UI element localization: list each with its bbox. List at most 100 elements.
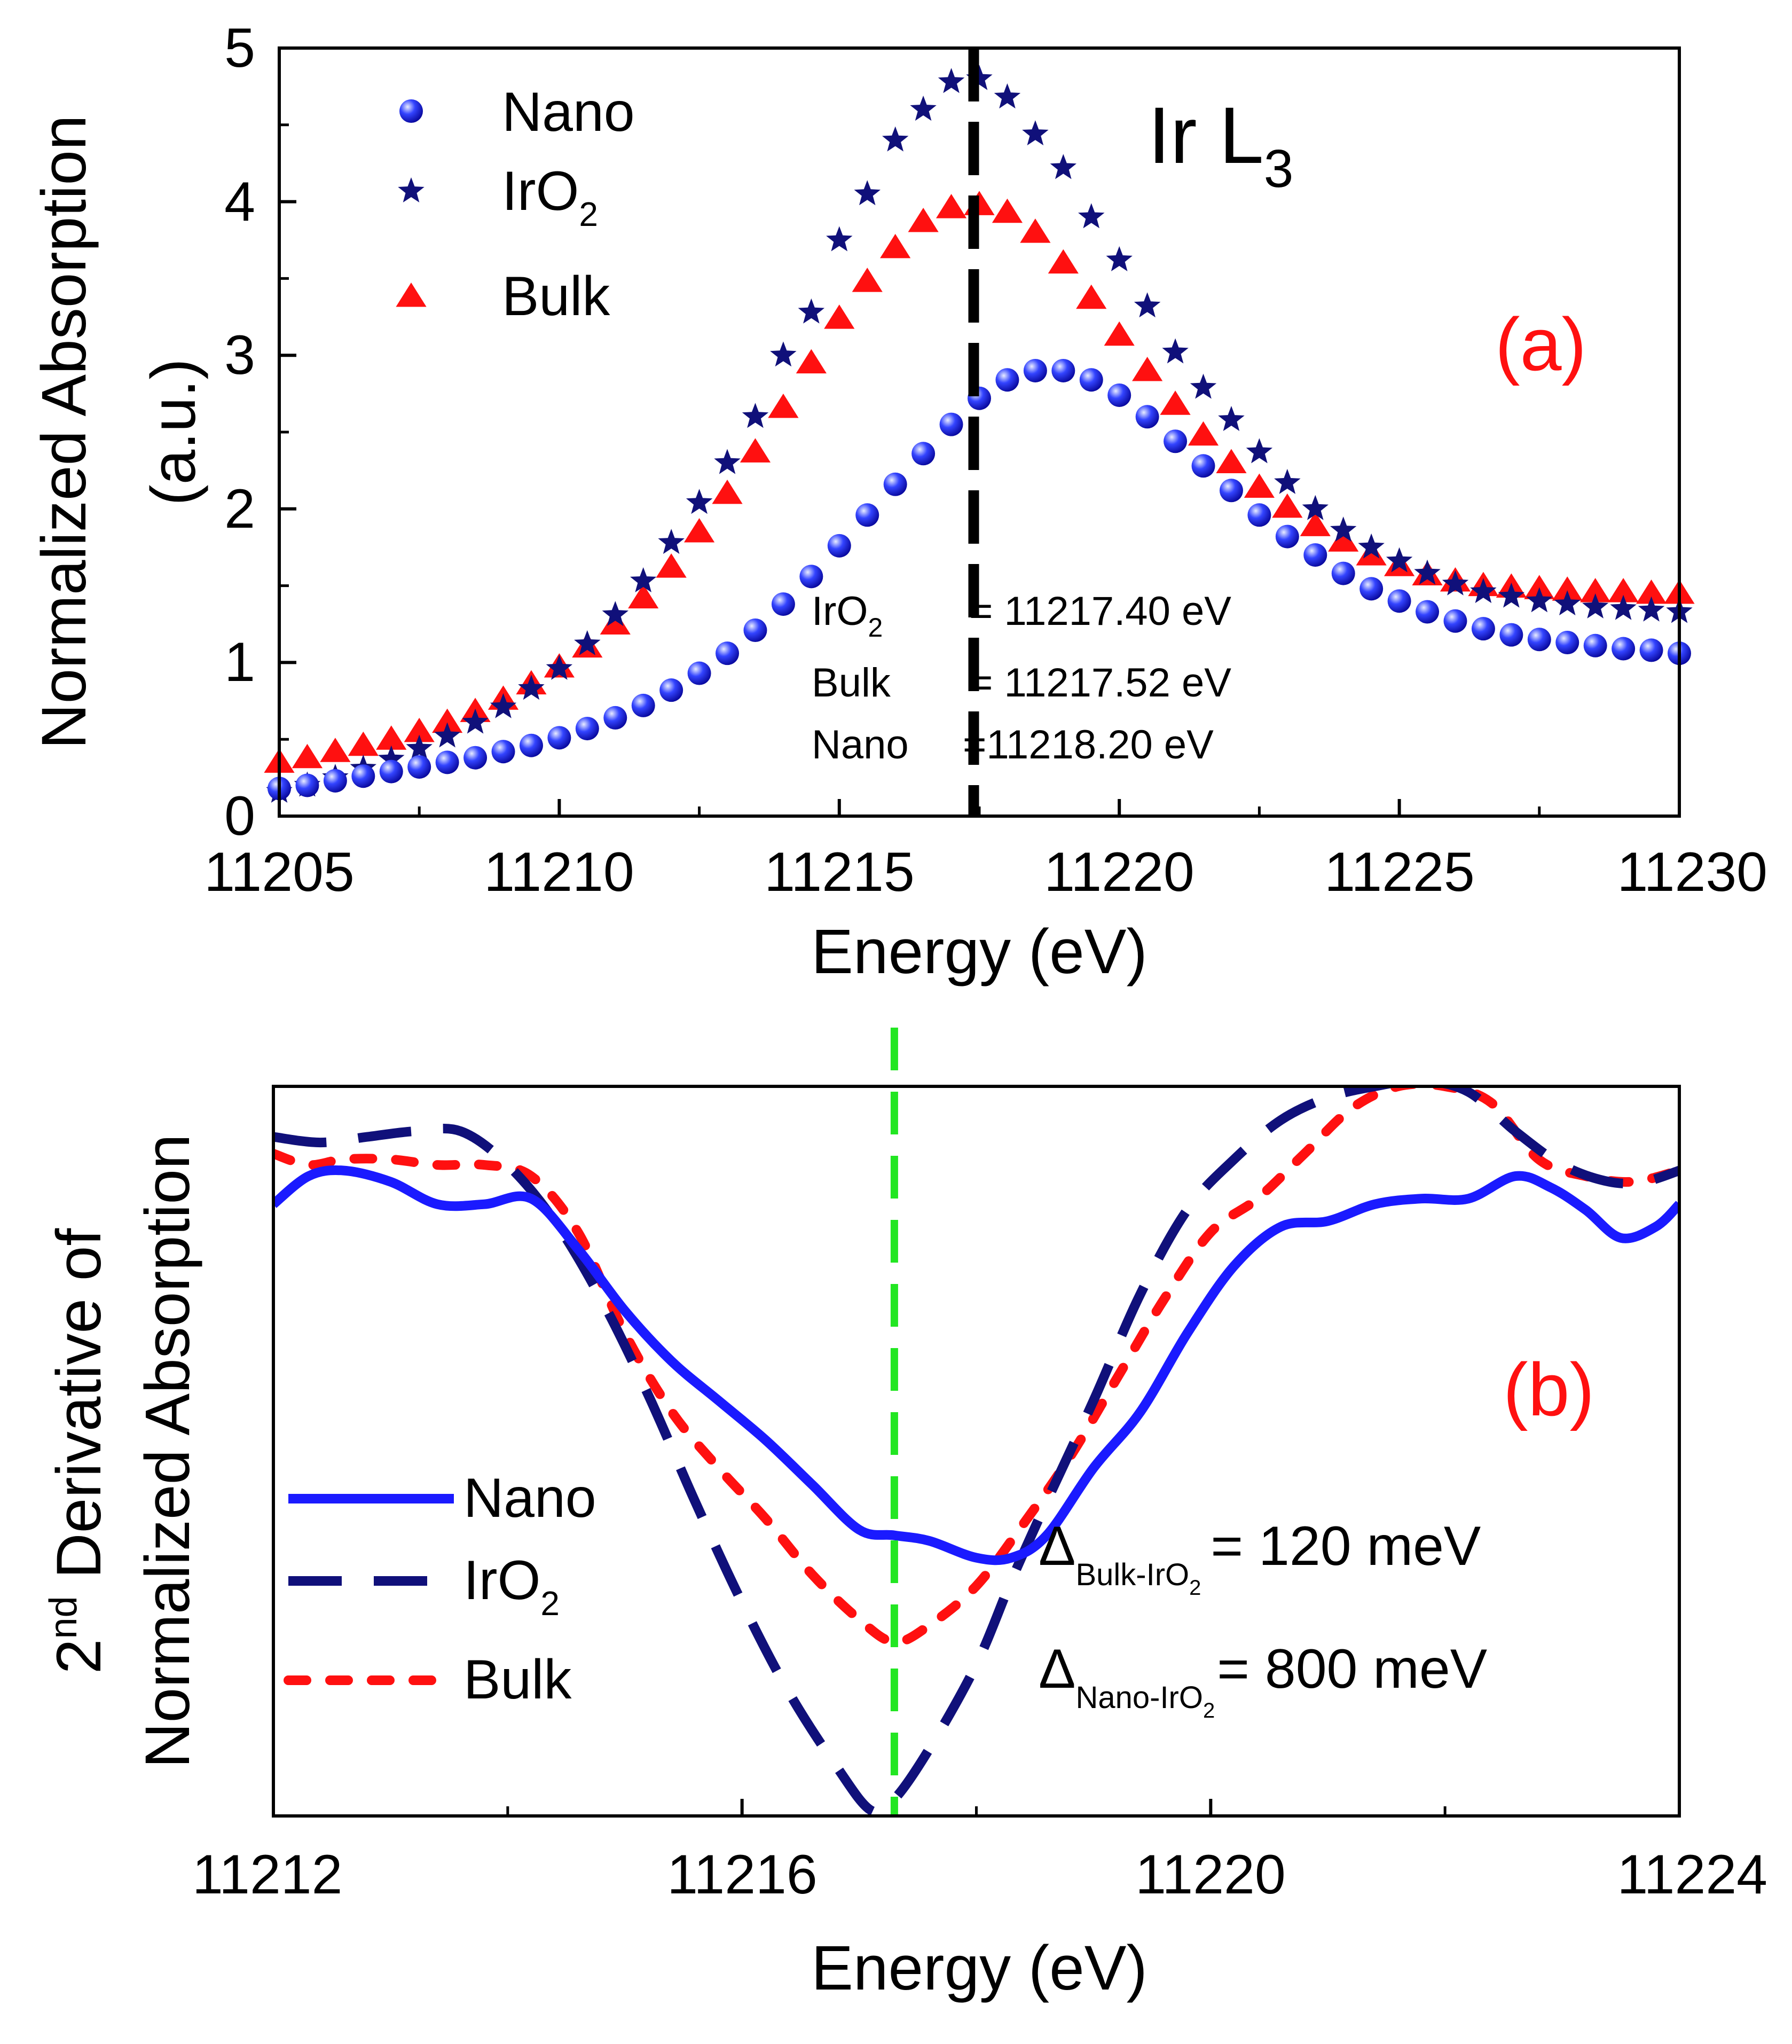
data-point-nano — [1219, 479, 1243, 503]
panel-a-legend-label-iro2: IrO2 — [502, 160, 598, 233]
panel-a-xtick-label: 11205 — [204, 841, 354, 903]
data-point-iro2 — [798, 298, 825, 324]
panel-b-legend-label-iro2: IrO2 — [463, 1549, 560, 1623]
data-point-nano — [1359, 577, 1384, 601]
data-point-bulk — [1552, 576, 1583, 601]
data-point-nano — [1639, 638, 1663, 662]
data-point-nano — [659, 678, 683, 702]
data-point-bulk — [656, 553, 687, 578]
data-point-nano — [799, 565, 823, 589]
data-point-bulk — [292, 743, 323, 769]
data-point-bulk — [404, 717, 435, 742]
data-point-nano — [463, 746, 488, 770]
series-line-bulk — [273, 1086, 1679, 1647]
anno-delta-symbol: Δ — [1039, 1638, 1075, 1700]
data-point-iro2 — [1610, 594, 1637, 620]
panel-b-yaxis-title: 2nd Derivative of — [42, 1228, 114, 1674]
data-point-nano — [743, 618, 767, 643]
data-point-iro2 — [1330, 516, 1357, 542]
panel-a-xtick-label: 11210 — [484, 841, 634, 903]
data-point-nano — [855, 503, 879, 527]
anno-iro2-label-base: IrO — [812, 589, 868, 634]
data-point-iro2 — [1162, 338, 1189, 364]
data-point-iro2 — [1582, 593, 1609, 618]
data-point-iro2 — [938, 68, 965, 93]
data-point-iro2 — [1218, 406, 1245, 431]
panel-a-ytick-label: 4 — [224, 171, 255, 233]
data-point-iro2 — [658, 529, 685, 554]
data-point-iro2 — [490, 693, 517, 718]
data-point-bulk — [1608, 578, 1639, 602]
data-point-iro2 — [1442, 570, 1469, 596]
data-point-bulk — [796, 349, 827, 374]
data-point-nano — [351, 764, 375, 788]
data-point-iro2 — [1050, 154, 1076, 179]
data-point-iro2 — [1022, 120, 1049, 146]
data-point-nano — [435, 750, 459, 774]
data-point-bulk — [628, 584, 659, 609]
panel-a-ytick-label: 0 — [224, 785, 255, 847]
anno-bulk-label: Bulk — [812, 660, 891, 706]
panel-b-ytitle-superscript: nd — [42, 1596, 85, 1639]
data-point-nano — [827, 534, 851, 558]
data-point-nano — [379, 759, 403, 784]
panel-a-title-subscript: 3 — [1264, 139, 1294, 199]
panel-a-legend: Nano IrO2 Bulk — [396, 81, 635, 327]
panel-a-ytick-label: 2 — [224, 478, 255, 540]
panel-a-edge-annotations: IrO2 = 11217.40 eV Bulk = 11217.52 eV Na… — [812, 589, 1231, 768]
data-point-nano — [1303, 543, 1327, 567]
panel-a-ytick-label: 1 — [224, 631, 255, 693]
anno-iro2-label: IrO2 — [812, 589, 883, 643]
data-point-nano — [1191, 454, 1215, 478]
data-point-nano — [323, 769, 347, 793]
data-point-bulk — [1076, 284, 1107, 309]
data-point-iro2 — [602, 601, 628, 626]
data-point-bulk — [936, 194, 967, 218]
panel-a-xtick-label: 11230 — [1617, 841, 1767, 903]
data-point-iro2 — [434, 722, 461, 748]
data-point-bulk — [348, 731, 379, 756]
panel-b-lines — [273, 1086, 1679, 1816]
data-point-bulk — [1328, 527, 1359, 552]
panel-a-ytick-label: 5 — [224, 17, 255, 79]
data-point-nano — [1499, 623, 1523, 647]
data-point-bulk — [1132, 356, 1163, 381]
data-point-nano — [603, 706, 627, 730]
data-point-nano — [939, 412, 963, 436]
data-point-bulk — [908, 207, 939, 232]
data-point-iro2 — [686, 489, 713, 514]
anno-delta-bulk-iro2: ΔBulk-IrO2 = 120 meV — [1039, 1515, 1481, 1600]
data-point-iro2 — [378, 745, 405, 771]
data-point-iro2 — [1190, 373, 1217, 399]
panel-b-label: (b) — [1503, 1348, 1594, 1431]
data-point-nano — [295, 773, 319, 797]
data-point-bulk — [768, 393, 799, 418]
data-point-nano — [771, 592, 795, 616]
data-point-iro2 — [854, 180, 881, 206]
data-point-nano — [1555, 631, 1579, 655]
legend-label-iro2-base: IrO — [502, 160, 579, 222]
anno-delta-value: = 120 meV — [1211, 1515, 1481, 1577]
data-point-bulk — [1356, 541, 1387, 566]
anno-nano-label: Nano — [812, 722, 909, 768]
panel-a-xtick-label: 11220 — [1044, 841, 1194, 903]
data-point-nano — [1443, 609, 1467, 633]
data-point-bulk — [1580, 578, 1611, 602]
data-point-iro2 — [966, 65, 993, 90]
data-point-iro2 — [518, 675, 545, 700]
data-point-bulk — [1272, 493, 1303, 518]
anno-delta-symbol: Δ — [1039, 1515, 1075, 1577]
data-point-iro2 — [406, 734, 433, 760]
legend-marker-nano — [399, 99, 423, 123]
panel-a: 0 1 2 3 4 5 11205 11210 11215 11220 1122… — [29, 17, 1767, 987]
data-point-nano — [716, 641, 740, 665]
data-point-nano — [995, 368, 1019, 392]
anno-iro2-value: = 11217.40 eV — [969, 589, 1231, 634]
panel-a-legend-markers — [396, 99, 427, 307]
data-point-bulk — [1188, 421, 1219, 446]
panel-a-xaxis-title: Energy (eV) — [811, 917, 1147, 987]
data-point-nano — [519, 733, 543, 757]
panel-b-xaxis-title: Energy (eV) — [811, 1933, 1147, 2003]
data-point-iro2 — [1246, 438, 1273, 464]
